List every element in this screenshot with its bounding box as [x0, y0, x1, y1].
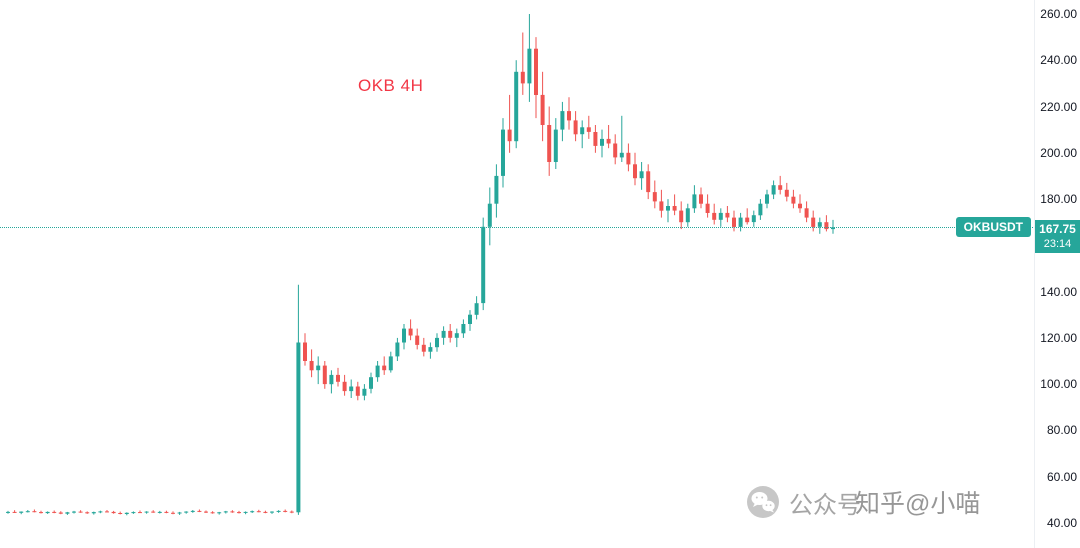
price-axis-tick: 220.00	[1040, 100, 1077, 114]
chart-symbol-title: OKB 4H	[358, 76, 424, 95]
price-axis-tick: 200.00	[1040, 146, 1077, 160]
last-price-label: 167.75 23:14	[1035, 220, 1080, 253]
candle-countdown: 23:14	[1043, 238, 1072, 250]
price-axis-tick: 240.00	[1040, 53, 1077, 67]
watermark: 公众号 知乎@小喵	[745, 484, 980, 520]
watermark-text-zhihu: 知乎@小喵	[855, 490, 981, 518]
price-axis-tick: 180.00	[1040, 192, 1077, 206]
price-axis-tick: 60.00	[1046, 470, 1077, 484]
price-axis-tick: 140.00	[1040, 285, 1077, 299]
price-axis-tick: 40.00	[1046, 516, 1077, 530]
price-axis-tick: 120.00	[1040, 331, 1077, 345]
watermark-text-gongzhonghao: 公众号	[789, 491, 861, 519]
candlestick-chart-canvas[interactable]	[0, 0, 1035, 548]
ticker-chip: OKBUSDT	[955, 217, 1031, 237]
price-axis-tick: 100.00	[1040, 377, 1077, 391]
price-axis-tick: 80.00	[1046, 423, 1077, 437]
last-price-value: 167.75	[1039, 222, 1076, 236]
wechat-icon	[747, 486, 779, 518]
last-price-line	[0, 227, 1035, 228]
price-axis-tick: 260.00	[1040, 7, 1077, 21]
price-axis[interactable]: 260.00 240.00 220.00 200.00 180.00 140.00 120.…	[1034, 0, 1080, 548]
